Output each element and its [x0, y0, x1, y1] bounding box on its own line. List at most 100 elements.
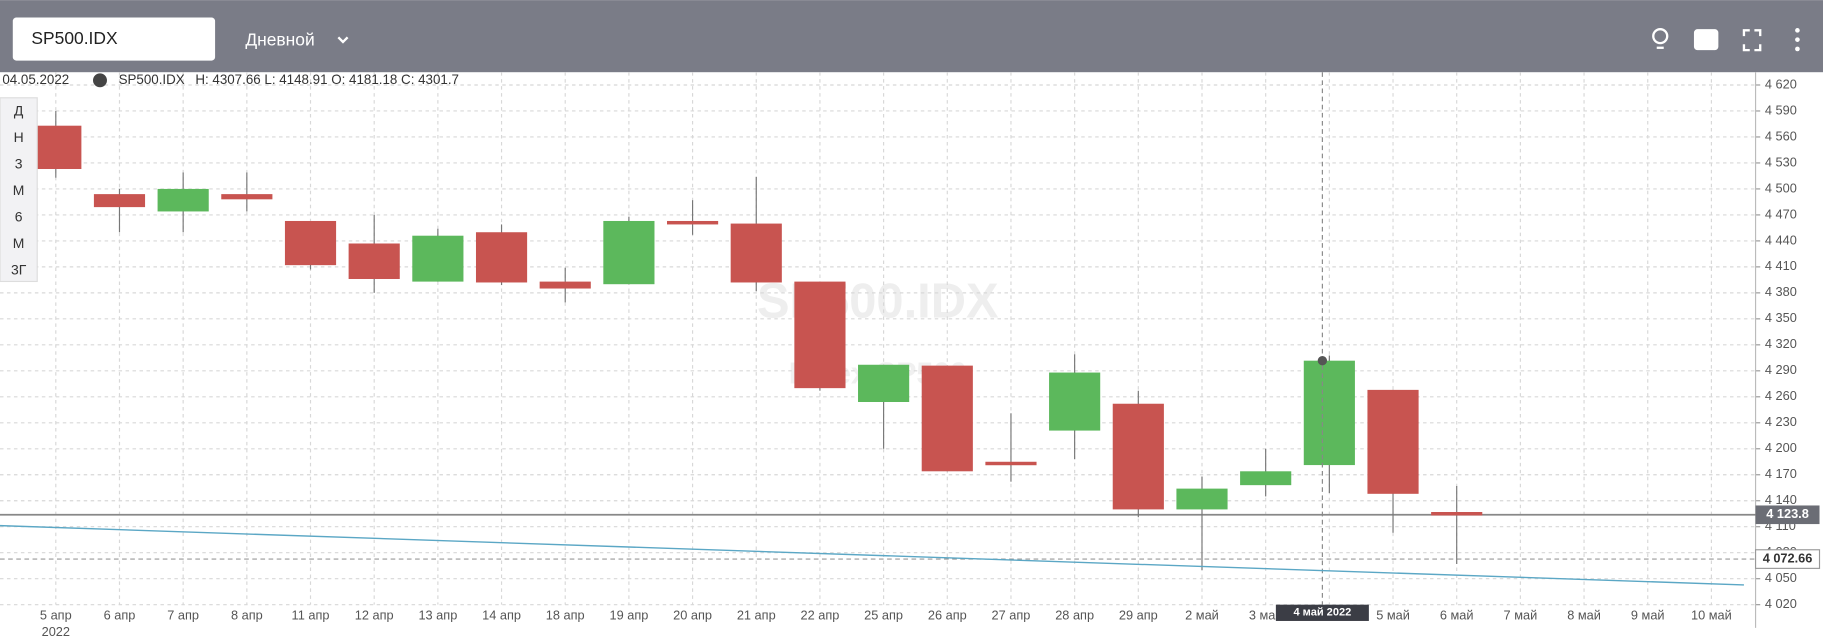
x-tick-label: 11 апр: [292, 608, 330, 623]
y-tick-label: 4 260: [1765, 388, 1797, 403]
period-button[interactable]: Д: [14, 102, 24, 118]
y-tick-label: 4 230: [1765, 414, 1797, 429]
price-label: 4 123.8: [1766, 506, 1809, 521]
x-tick-label: 14 апр: [482, 608, 521, 623]
x-tick-label: 9 май: [1631, 608, 1665, 623]
x-tick-label: 12 апр: [355, 608, 394, 623]
x-tick-label: 6 май: [1440, 608, 1474, 623]
fullscreen-icon[interactable]: [1742, 29, 1762, 52]
y-tick-label: 4 290: [1765, 362, 1797, 377]
candle-body: [284, 220, 337, 266]
y-tick-label: 4 380: [1765, 284, 1797, 299]
x-tick-label: 3 май: [1249, 608, 1283, 623]
candle-body: [412, 235, 464, 282]
period-button[interactable]: 3Г: [11, 261, 27, 277]
trend-line: [0, 524, 1744, 586]
y-tick-label: 4 140: [1765, 492, 1797, 507]
price-label-box: [1755, 505, 1820, 525]
idea-icon[interactable]: [1652, 28, 1669, 45]
y-tick-label: 4 530: [1765, 154, 1797, 169]
menu-icon[interactable]: [1795, 28, 1800, 52]
y-tick-label: 4 350: [1765, 310, 1797, 325]
candle-body: [30, 125, 82, 170]
info-date: 04.05.2022: [2, 72, 69, 87]
y-tick-label: 4 620: [1765, 76, 1797, 91]
period-buttons: ДН 3 М 6 М 3Г: [0, 97, 38, 283]
info-dot: [93, 73, 107, 88]
period-button[interactable]: Н: [14, 129, 24, 145]
x-tick-label: 8 май: [1567, 608, 1601, 623]
candle-body: [794, 281, 846, 389]
period-panel: [0, 97, 38, 283]
candle-body: [603, 220, 655, 285]
toolbar: [0, 0, 1823, 73]
x-tick-label: 21 апр: [737, 608, 776, 623]
candle-body: [1240, 471, 1292, 486]
y-tick-label: 4 170: [1765, 466, 1797, 481]
x-tick-label: 22 апр: [801, 608, 840, 623]
crosshair-label-box: [1275, 604, 1369, 621]
candle-body: [858, 364, 910, 403]
x-tick-label: 10 май: [1691, 608, 1732, 623]
candle-body: [93, 194, 146, 208]
x-tick-label: 6 апр: [104, 608, 136, 623]
symbol-input[interactable]: [12, 17, 216, 61]
x-tick-label: 27 апр: [992, 608, 1031, 623]
y-tick-label: 4 320: [1765, 336, 1797, 351]
candle-body: [666, 220, 719, 225]
x-tick-label: 8 апр: [231, 608, 263, 623]
year-label: 2022: [42, 624, 70, 639]
watermark: SP500.IDX: [757, 275, 999, 329]
x-tick-label: 2 май: [1185, 608, 1219, 623]
candle-body: [985, 461, 1037, 466]
y-tick-label: 4 410: [1765, 258, 1797, 273]
x-tick-label: 28 апр: [1055, 608, 1094, 623]
toolbar-icons: [1652, 28, 1762, 52]
y-tick-label: 4 440: [1765, 232, 1797, 247]
candle-body: [539, 281, 591, 289]
candle-body: [1303, 360, 1355, 466]
x-tick-label: 25 апр: [864, 608, 903, 623]
price-label: 4 072.66: [1763, 550, 1813, 565]
x-tick-label: 5 апр: [40, 608, 72, 623]
crosshair-dot: [1317, 356, 1328, 366]
candle-body: [221, 194, 273, 200]
candle-body: [1049, 372, 1101, 431]
candle-body: [730, 223, 782, 283]
x-tick-label: 20 апр: [673, 608, 712, 623]
y-tick-label: 4 200: [1765, 440, 1797, 455]
x-tick-label: 18 апр: [546, 608, 585, 623]
y-tick-label: 4 560: [1765, 128, 1797, 143]
x-tick-label: 29 апр: [1119, 608, 1158, 623]
x-tick-label: 19 апр: [609, 608, 648, 623]
x-tick-label: 26 апр: [928, 608, 967, 623]
candle-body: [475, 232, 528, 283]
symbol-text: SP500.IDX: [31, 28, 118, 48]
x-tick-label: 7 май: [1504, 608, 1538, 623]
candle-body: [157, 188, 209, 212]
x-tick-label: 13 апр: [418, 608, 457, 623]
y-tick-label: 4 500: [1765, 180, 1797, 195]
dropdown-arrow: [337, 36, 349, 44]
candle-body: [348, 243, 400, 280]
crosshair-label: 4 май 2022: [1293, 607, 1351, 619]
interval-dropdown[interactable]: Дневной: [245, 29, 314, 49]
period-button[interactable]: 6: [15, 208, 23, 224]
y-tick-label: 4 470: [1765, 206, 1797, 221]
y-tick-label: 4 050: [1765, 570, 1797, 585]
period-button[interactable]: М: [13, 182, 25, 198]
info-symbol: SP500.IDX: [119, 72, 185, 87]
candle-body: [1176, 488, 1228, 510]
period-button[interactable]: 3: [15, 155, 23, 171]
x-tick-label: 7 апр: [167, 608, 199, 623]
period-button[interactable]: М: [13, 235, 25, 251]
x-tick-label: 5 май: [1376, 608, 1410, 623]
y-tick-label: 4 590: [1765, 102, 1797, 117]
image-icon[interactable]: [1693, 29, 1719, 51]
candle-body: [1367, 389, 1419, 494]
price-label-box: [1754, 549, 1821, 569]
info-ohlc: H: 4307.66 L: 4148.91 O: 4181.18 C: 4301…: [195, 72, 459, 87]
